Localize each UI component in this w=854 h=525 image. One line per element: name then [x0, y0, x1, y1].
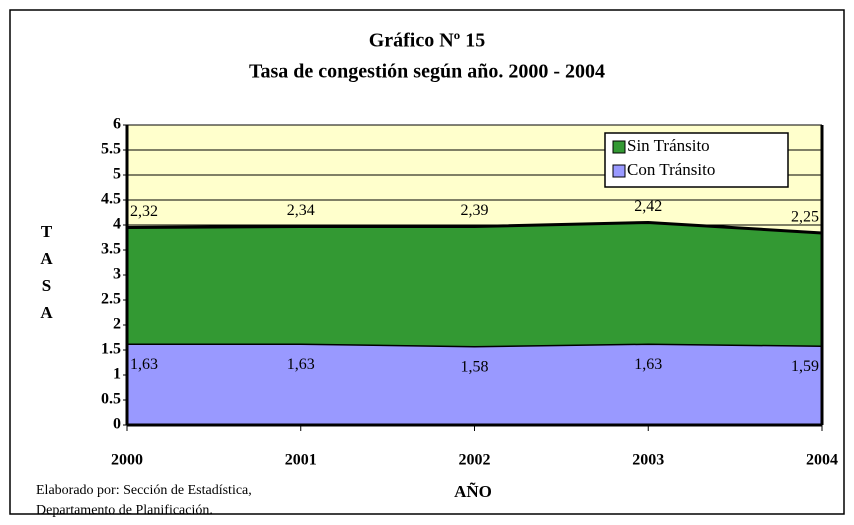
x-tick-label: 2001	[285, 452, 317, 469]
value-label: 2,42	[634, 198, 662, 215]
value-label: 1,63	[634, 356, 662, 373]
legend-swatch	[612, 164, 626, 178]
legend-swatch	[612, 140, 626, 154]
y-tick-label: 3.5	[101, 241, 121, 258]
x-tick-label: 2004	[806, 452, 838, 469]
chart-title: Gráfico Nº 15	[369, 30, 486, 52]
y-tick-label: 5.5	[101, 141, 121, 158]
y-tick-label: 0	[113, 416, 121, 433]
y-tick-label: 1.5	[101, 341, 121, 358]
y-tick-label: 1	[113, 366, 121, 383]
value-label: 1,63	[130, 356, 158, 373]
y-tick-label: 6	[113, 116, 121, 133]
value-label: 1,59	[791, 358, 819, 375]
area	[127, 222, 822, 346]
x-tick-label: 2003	[632, 452, 664, 469]
legend	[604, 132, 789, 188]
note: Elaborado por: Sección de Estadística,	[36, 483, 252, 498]
y-tick-label: 2	[113, 316, 121, 333]
x-tick-label: 2000	[111, 452, 143, 469]
value-label: 1,63	[287, 356, 315, 373]
note: Departamento de Planificación.	[36, 503, 213, 518]
legend-label: Sin Tránsito	[627, 136, 710, 155]
y-tick-label: 4	[113, 216, 121, 233]
area	[127, 343, 822, 425]
y-tick-label: 2.5	[101, 291, 121, 308]
value-label: 2,34	[287, 202, 315, 219]
y-axis-label: TASA	[37, 222, 56, 330]
y-tick-label: 0.5	[101, 391, 121, 408]
y-tick-label: 3	[113, 266, 121, 283]
value-label: 2,39	[461, 202, 489, 219]
value-label: 2,25	[791, 209, 819, 226]
value-label: 2,32	[130, 203, 158, 220]
x-tick-label: 2002	[459, 452, 491, 469]
y-tick-label: 5	[113, 166, 121, 183]
chart-subtitle: Tasa de congestión según año. 2000 - 200…	[249, 61, 605, 83]
y-tick-label: 4.5	[101, 191, 121, 208]
area-edge	[126, 220, 823, 235]
x-axis-label: AÑO	[454, 482, 492, 501]
value-label: 1,58	[461, 359, 489, 376]
legend-label: Con Tránsito	[627, 160, 715, 179]
